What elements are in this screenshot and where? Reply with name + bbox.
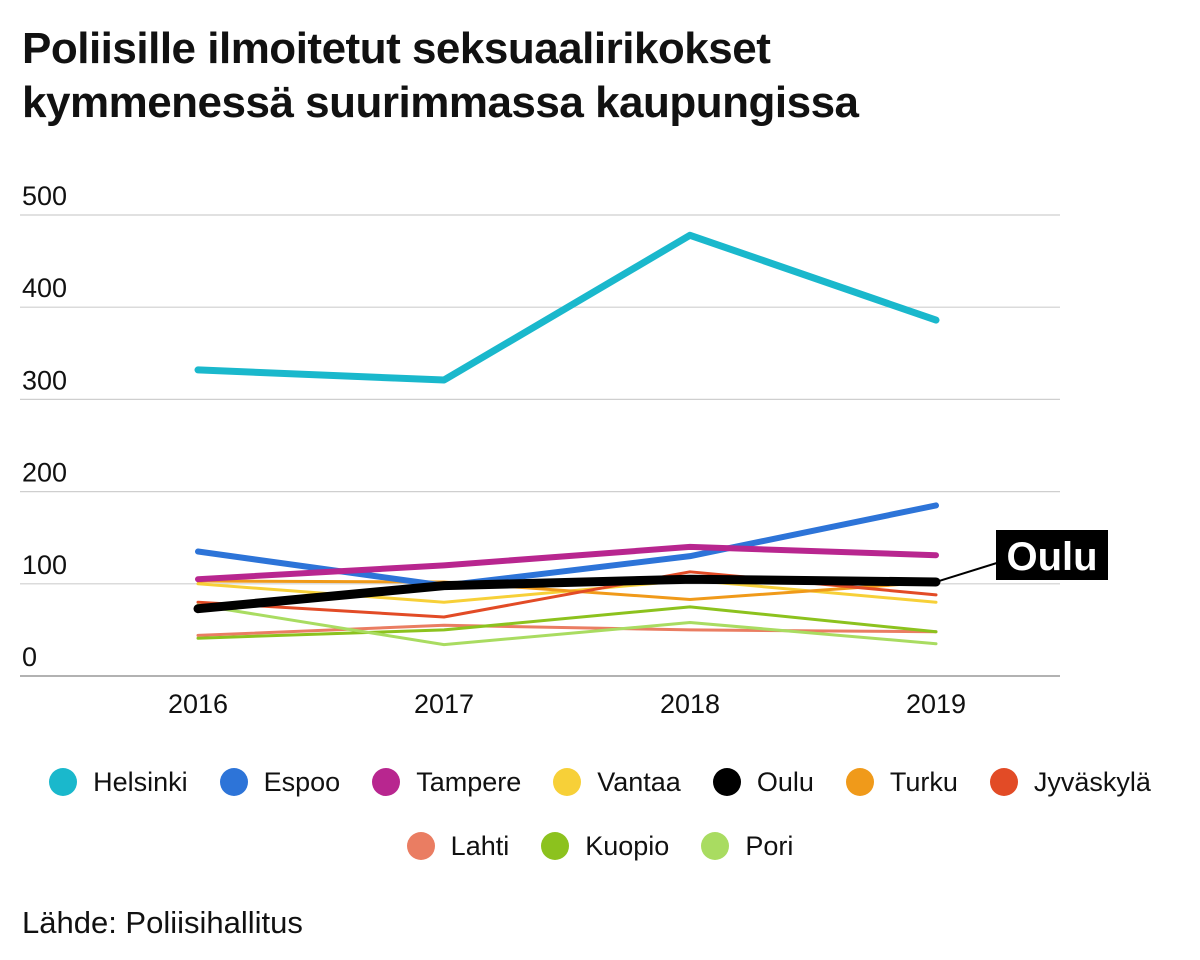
x-tick-label: 2016 [168,689,228,719]
legend-item-helsinki: Helsinki [49,762,188,802]
y-tick-label: 400 [22,273,67,303]
highlight-connector [935,561,1001,583]
legend-item-tampere: Tampere [372,762,521,802]
legend-label: Kuopio [585,830,670,861]
chart-title-line-1: Poliisille ilmoitetut seksuaalirikokset [22,24,771,73]
legend-item-kuopio: Kuopio [541,826,669,866]
legend-item-turku: Turku [845,762,958,802]
x-tick-label: 2018 [660,689,720,719]
legend-item-espoo: Espoo [219,762,341,802]
y-tick-label: 100 [22,550,67,580]
legend-swatch [372,768,401,796]
legend-label: Lahti [450,830,510,861]
legend-label: Espoo [263,766,341,797]
series-line-turku [196,579,938,601]
legend-label: Oulu [756,766,814,797]
legend-swatch [701,832,730,860]
y-tick-label: 500 [22,181,67,211]
y-tick-label: 0 [22,642,37,672]
y-tick-label: 300 [22,365,67,395]
legend-swatch [845,768,874,796]
legend-label: Pori [745,830,794,861]
legend-item-lahti: Lahti [406,826,510,866]
y-tick-label: 200 [22,458,67,488]
legend-swatch [553,768,582,796]
chart-title: Poliisille ilmoitetut seksuaalirikokset … [22,22,1172,130]
legend: Lahti Kuopio Pori [0,826,1200,866]
series-line-kuopio [196,605,938,640]
chart-title-line-2: kymmenessä suurimmassa kaupungissa [22,78,859,127]
legend-swatch [49,768,78,796]
series-line-espoo [195,502,939,589]
line-chart: 0 100 200 300 400 500 2016 2017 2018 2019 Oulu [20,181,1108,719]
legend-item-jyväskylä: Jyväskylä [989,762,1151,802]
series-line-tampere [195,543,939,583]
highlight-label-box [996,530,1108,580]
legend-label: Tampere [416,766,522,797]
source-note: Lähde: Poliisihallitus [22,905,303,940]
legend-label: Turku [889,766,958,797]
legend-item-oulu: Oulu [712,762,814,802]
highlight-label: Oulu [1006,535,1097,579]
legend-swatch [541,832,570,860]
legend-item-pori: Pori [701,826,793,866]
legend-item-vantaa: Vantaa [553,762,681,802]
legend-swatch [712,768,741,796]
series-line-oulu [193,574,941,614]
legend-label: Vantaa [597,766,681,797]
legend: Helsinki Espoo Tampere Vantaa Oulu Turku Jyväs… [0,762,1200,802]
series-line-helsinki [194,231,940,384]
x-tick-label: 2017 [414,689,474,719]
legend-swatch [219,768,248,796]
x-tick-label: 2019 [906,689,966,719]
legend-swatch [989,768,1018,796]
legend-label: Helsinki [93,766,188,797]
legend-label: Jyväskylä [1033,766,1151,797]
legend-swatch [406,832,435,860]
series-line-pori [196,603,938,647]
series-line-lahti [196,623,938,637]
